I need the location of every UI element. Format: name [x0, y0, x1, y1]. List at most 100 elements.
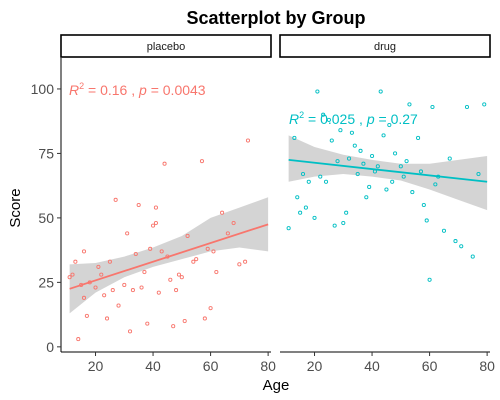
data-point — [393, 151, 398, 156]
data-point — [321, 112, 326, 117]
data-point — [102, 293, 107, 298]
data-point — [179, 275, 184, 280]
data-point — [139, 285, 144, 290]
data-point — [318, 174, 323, 179]
data-point — [225, 231, 230, 236]
data-point — [358, 148, 363, 153]
data-point — [245, 138, 251, 143]
y-tick-label: 50 — [38, 210, 54, 226]
data-point — [476, 172, 481, 177]
facet-strip — [60, 34, 272, 58]
data-point — [424, 218, 429, 223]
stats-annotation: R2 = 0.16 , p = 0.0043 — [69, 81, 206, 98]
data-point — [127, 329, 133, 334]
data-point — [67, 275, 72, 280]
data-point — [125, 231, 130, 236]
data-points — [67, 138, 251, 342]
facet-strip-label: placebo — [147, 41, 186, 53]
x-axis-label: Age — [263, 377, 290, 394]
data-point — [315, 89, 320, 94]
data-point — [220, 210, 225, 215]
data-point — [292, 135, 297, 140]
data-point — [418, 169, 424, 174]
data-point — [326, 117, 331, 122]
data-point — [176, 272, 181, 277]
x-tick-label: 60 — [422, 358, 438, 374]
data-point — [199, 159, 205, 164]
x-tick-label: 40 — [364, 358, 380, 374]
data-point — [421, 202, 426, 208]
data-point — [459, 244, 464, 249]
data-point — [159, 249, 164, 254]
data-point — [361, 161, 366, 166]
data-point — [346, 156, 352, 161]
data-point — [300, 172, 306, 177]
data-point — [387, 123, 392, 128]
data-point — [447, 156, 452, 161]
x-tick-label: 20 — [307, 358, 323, 374]
data-point — [433, 182, 438, 187]
data-point — [364, 195, 369, 200]
data-point — [153, 205, 158, 210]
data-point — [208, 306, 213, 311]
data-point — [205, 246, 210, 251]
data-point — [99, 272, 104, 277]
data-point — [231, 221, 236, 226]
data-point — [96, 264, 101, 269]
data-point — [410, 190, 415, 195]
data-point — [398, 164, 403, 169]
data-point — [329, 138, 334, 143]
confidence-band — [288, 135, 488, 211]
data-point — [122, 282, 127, 287]
data-point — [171, 324, 176, 329]
data-point — [211, 249, 216, 254]
data-point — [338, 128, 343, 133]
data-point — [107, 259, 112, 264]
x-tick-label: 20 — [88, 358, 104, 374]
data-points — [286, 89, 487, 282]
data-point — [295, 195, 300, 200]
facet-strip-label: drug — [374, 41, 396, 53]
data-point — [370, 153, 375, 159]
data-point — [323, 179, 329, 184]
data-point — [136, 202, 141, 208]
data-point — [151, 223, 156, 228]
regression-line — [288, 158, 488, 183]
data-point — [243, 259, 248, 264]
data-point — [367, 184, 372, 189]
data-point — [404, 159, 409, 164]
y-tick-label: 25 — [38, 274, 54, 290]
y-axis-label: Score — [7, 188, 24, 227]
data-point — [381, 133, 386, 138]
data-point — [214, 270, 219, 275]
data-point — [470, 254, 475, 259]
data-point — [384, 187, 389, 192]
data-point — [482, 102, 487, 107]
data-point — [352, 143, 357, 148]
y-tick-label: 100 — [31, 81, 55, 97]
data-point — [464, 104, 470, 110]
data-point — [133, 251, 138, 257]
data-point — [185, 233, 190, 238]
data-point — [142, 270, 147, 275]
stats-annotation: R2 = 0.025 , p = 0.27 — [289, 110, 418, 127]
data-point — [312, 215, 317, 220]
data-point — [84, 313, 89, 318]
data-point — [341, 221, 346, 226]
data-point — [298, 210, 303, 215]
data-point — [441, 228, 447, 233]
y-tick-label: 0 — [46, 339, 54, 355]
data-point — [401, 174, 406, 179]
data-point — [332, 223, 337, 228]
data-point — [174, 288, 179, 293]
data-point — [93, 285, 98, 290]
data-point — [335, 159, 340, 164]
data-point — [130, 288, 135, 293]
data-point — [153, 221, 158, 226]
data-point — [156, 290, 161, 295]
y-axis: 0 25 50 75 100 — [31, 58, 62, 355]
data-point — [375, 164, 380, 169]
data-point — [430, 104, 435, 110]
